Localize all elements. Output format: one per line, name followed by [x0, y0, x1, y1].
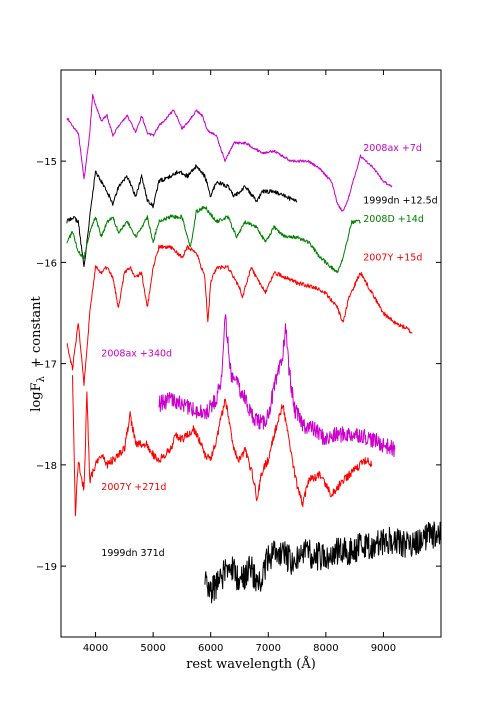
y-tick-label: −18 — [36, 461, 57, 472]
series-labels-layer: 2008ax +7d 1999dn +12.5d 2008D +14d 2007Y +… — [101, 143, 437, 559]
y-axis-title-subscript: λ — [36, 375, 47, 382]
ticks-layer: 4000 5000 6000 7000 8000 9000 −15 −16 −17 −18 −19 — [36, 70, 441, 654]
x-tick-label: 7000 — [256, 643, 281, 654]
x-tick-label: 9000 — [371, 643, 396, 654]
series-label-1: 1999dn +12.5d — [363, 196, 437, 207]
x-tick-label: 5000 — [140, 643, 165, 654]
series-line-4 — [158, 314, 396, 458]
series-label-2: 2008D +14d — [363, 214, 424, 225]
x-axis-title: rest wavelength (Å) — [186, 656, 316, 672]
series-label-0: 2008ax +7d — [363, 143, 422, 154]
series-label-4: 2008ax +340d — [101, 349, 172, 360]
y-axis-title-suffix: + constant — [29, 296, 44, 369]
x-tick-label: 8000 — [313, 643, 338, 654]
series-layer — [66, 93, 442, 604]
y-tick-label: −17 — [36, 360, 57, 371]
series-label-3: 2007Y +15d — [363, 252, 422, 263]
series-line-6 — [204, 521, 442, 604]
y-axis-title-main: logF — [29, 382, 44, 411]
y-tick-label: −15 — [36, 157, 57, 168]
plot-frame — [60, 69, 442, 638]
y-axis-title: logFλ + constant — [29, 296, 47, 412]
series-label-6: 1999dn 371d — [101, 548, 164, 559]
y-tick-label: −16 — [36, 258, 57, 269]
x-tick-label: 4000 — [83, 643, 108, 654]
series-line-1 — [66, 164, 298, 268]
series-line-3 — [66, 244, 413, 386]
y-tick-label: −19 — [36, 562, 57, 573]
series-label-5: 2007Y +271d — [101, 482, 166, 493]
x-tick-label: 6000 — [198, 643, 223, 654]
series-line-2 — [66, 205, 361, 273]
series-line-5 — [72, 375, 373, 517]
series-line-0 — [66, 93, 393, 212]
